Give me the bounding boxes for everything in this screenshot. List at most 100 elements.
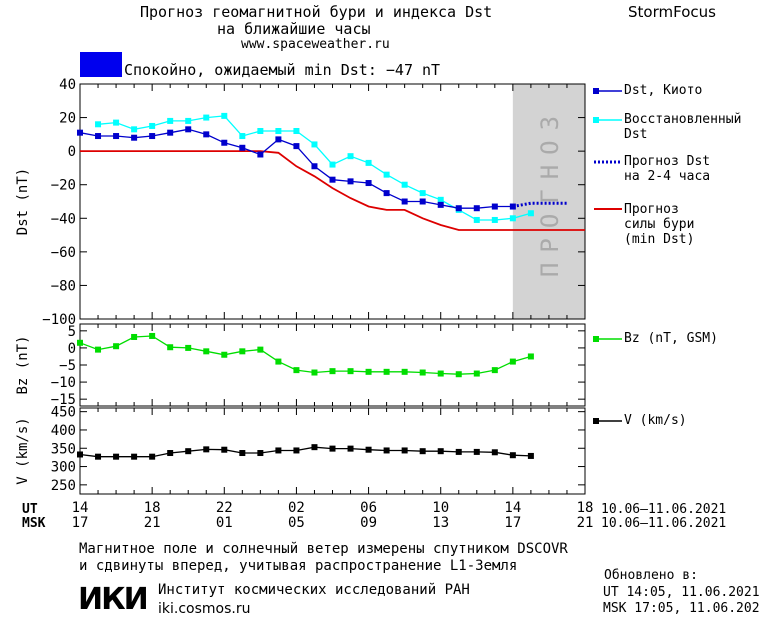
dst-restored-point — [311, 141, 318, 148]
bz-point — [419, 369, 426, 376]
ut-tick-label: 18 — [577, 500, 594, 516]
v-point — [365, 446, 372, 453]
dst-kyoto-point — [167, 129, 174, 136]
v-point — [401, 447, 408, 454]
v-point — [527, 452, 534, 459]
forecast-region — [512, 84, 585, 319]
dst-kyoto-point — [491, 203, 498, 210]
msk-tick-label: 05 — [288, 515, 305, 531]
legend-dst-kyoto: Dst, Киото — [624, 83, 703, 98]
bz-point — [239, 348, 246, 355]
v-point — [239, 450, 246, 457]
dst-kyoto-point — [293, 143, 300, 150]
legend-bz-swatch-marker — [593, 336, 599, 342]
legend-storm-line1: Прогноз — [624, 202, 679, 217]
chart-title-line2: на ближайшие часы — [217, 20, 371, 38]
dst-kyoto-point — [473, 205, 480, 212]
dst-kyoto-line — [79, 128, 513, 209]
legend-storm-line2: силы бури — [624, 217, 695, 232]
bz-point — [293, 367, 300, 374]
dst-restored-point — [221, 112, 228, 119]
bz-ytick-label: −15 — [51, 392, 76, 408]
bz-ytick-label: 5 — [68, 324, 76, 340]
dst-kyoto-point — [437, 201, 444, 208]
dst-kyoto-point — [113, 133, 120, 140]
dst-kyoto-point — [419, 198, 426, 205]
v-point — [473, 448, 480, 455]
dst-kyoto-point — [509, 203, 516, 210]
ut-tick-label: 22 — [216, 500, 233, 516]
dst-restored-point — [383, 171, 390, 178]
v-point — [131, 453, 138, 460]
dst-restored-point — [473, 216, 480, 223]
institute-url[interactable]: iki.cosmos.ru — [158, 601, 251, 617]
dst-restored-point — [419, 190, 426, 197]
dst-ylabel: Dst (nT) — [15, 168, 31, 235]
bz-point — [203, 348, 210, 355]
dst-restored-point — [149, 122, 156, 129]
legend-forecast-line2: на 2-4 часа — [624, 169, 711, 184]
dst-ytick-label: 0 — [68, 144, 76, 160]
bz-point — [455, 371, 462, 378]
ut-tick-label: 14 — [504, 500, 521, 516]
dst-restored-point — [95, 121, 102, 128]
bz-point — [221, 351, 228, 358]
dst-ytick-label: −100 — [42, 312, 76, 328]
bz-point — [113, 343, 120, 350]
status-color-swatch — [80, 52, 122, 77]
institute-name: Институт космических исследований РАН — [158, 582, 470, 598]
bz-point — [77, 339, 83, 346]
msk-tick-label: 17 — [504, 515, 521, 531]
dst-ytick-label: −20 — [51, 178, 76, 194]
v-ytick-label: 300 — [51, 460, 76, 476]
v-point — [383, 447, 390, 454]
v-ytick-label: 350 — [51, 441, 76, 457]
dst-kyoto-point — [239, 144, 246, 151]
v-point — [257, 450, 264, 457]
bz-point — [509, 358, 516, 365]
dst-ytick-label: −40 — [51, 211, 76, 227]
storm-forecast-line — [80, 150, 585, 231]
dst-restored-point — [365, 159, 372, 166]
bz-point — [131, 333, 138, 340]
dst-kyoto-point — [347, 178, 354, 185]
v-point — [95, 453, 102, 460]
v-point — [455, 448, 462, 455]
forecast-band-label: ПРОГНОЗ — [536, 106, 564, 277]
bz-point — [383, 368, 390, 375]
msk-tick-label: 17 — [72, 515, 89, 531]
bz-line — [79, 335, 532, 375]
legend-forecast-line1: Прогноз Dst — [624, 154, 711, 169]
bz-point — [95, 346, 102, 353]
bz-point — [365, 368, 372, 375]
v-point — [167, 450, 174, 457]
dst-restored-point — [491, 216, 498, 223]
v-point — [329, 445, 336, 452]
dst-restored-point — [509, 215, 516, 222]
v-point — [221, 446, 228, 453]
bz-point — [347, 368, 354, 375]
dst-ytick-label: 20 — [59, 111, 76, 127]
dst-ytick-label: 40 — [59, 77, 76, 93]
dst-kyoto-point — [329, 176, 336, 183]
msk-tick-label: 01 — [216, 515, 233, 531]
ut-tick-label: 06 — [360, 500, 377, 516]
bz-point — [491, 367, 498, 374]
iki-logo[interactable]: ИКИ — [78, 582, 149, 617]
ut-date-range: 10.06–11.06.2021 — [601, 502, 727, 517]
legend-storm-line3: (min Dst) — [624, 232, 695, 247]
v-point — [77, 451, 83, 458]
v-point — [437, 448, 444, 455]
bz-ytick-label: −5 — [59, 358, 76, 374]
dst-ytick-label: −60 — [51, 245, 76, 261]
v-point — [203, 446, 210, 453]
dst-kyoto-point — [365, 180, 372, 187]
dst-restored-point — [131, 126, 138, 133]
v-point — [509, 452, 516, 459]
legend-v: V (km/s) — [624, 413, 687, 428]
bz-point — [167, 344, 174, 351]
dst-restored-point — [293, 128, 300, 134]
dst-restored-point — [113, 119, 120, 126]
source-url[interactable]: www.spaceweather.ru — [241, 37, 390, 52]
